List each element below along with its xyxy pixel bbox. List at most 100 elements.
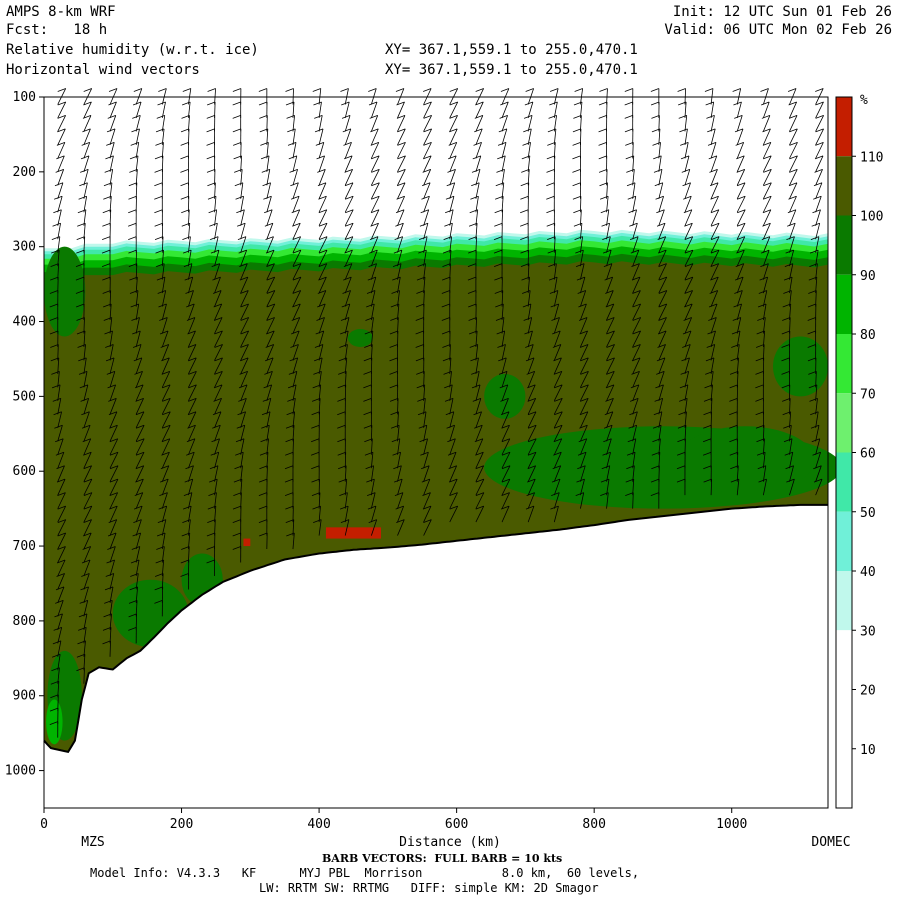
wind-barb	[736, 236, 746, 253]
wind-barb-feather	[784, 263, 793, 267]
wind-barb-feather	[624, 128, 634, 133]
wind-barb	[606, 438, 612, 455]
wind-barb	[57, 115, 66, 132]
colorbar-label: 30	[860, 624, 876, 639]
wind-barb-feather	[161, 384, 171, 389]
wind-barb	[397, 101, 405, 119]
y-tick-label: 400	[13, 315, 36, 330]
wind-barb	[344, 465, 347, 482]
wind-barb-feather	[80, 586, 89, 591]
wind-barb	[240, 155, 242, 172]
wind-barb-feather	[53, 209, 62, 214]
wind-barb-feather	[132, 532, 141, 537]
wind-barb	[57, 559, 66, 577]
wind-barb-feather	[651, 115, 660, 119]
wind-barb	[632, 290, 641, 307]
wind-barb	[762, 250, 770, 267]
wind-barb-feather	[417, 263, 426, 267]
wind-barb-feather	[154, 573, 164, 577]
wind-barb-feather	[449, 492, 458, 497]
wind-barb-feather	[106, 371, 115, 375]
wind-barb-feather	[626, 451, 636, 456]
wind-barb-feather	[807, 344, 816, 348]
wind-barb	[501, 115, 508, 132]
wind-barb-feather	[285, 438, 294, 443]
wind-barb-feather	[109, 492, 118, 497]
wind-barb	[57, 101, 67, 119]
wind-barb	[815, 128, 824, 146]
wind-barb	[292, 533, 295, 550]
wind-barb	[423, 142, 432, 159]
wind-barb-feather	[135, 478, 144, 483]
wind-barb	[57, 640, 62, 657]
wind-barb-feather	[789, 128, 798, 133]
wind-barb-feather	[207, 88, 216, 92]
wind-barb	[266, 290, 276, 307]
wind-barb-feather	[475, 492, 485, 497]
wind-barb	[789, 411, 792, 428]
wind-barb	[449, 478, 458, 496]
wind-barb	[240, 303, 249, 321]
wind-barb-feather	[57, 532, 66, 537]
wind-barb	[370, 101, 378, 119]
wind-barb-feather	[445, 209, 454, 214]
wind-barb-feather	[448, 141, 457, 146]
wind-barb-feather	[292, 276, 302, 281]
wind-barb-feather	[580, 384, 589, 389]
wind-barb-feather	[318, 195, 327, 200]
wind-barb	[57, 196, 63, 213]
physics-info: LW: RRTM SW: RRTMG DIFF: simple KM: 2D S…	[259, 881, 599, 895]
wind-barb-feather	[232, 505, 242, 510]
wind-barb	[580, 88, 584, 105]
wind-barb-feather	[161, 438, 170, 443]
wind-barb-feather	[703, 478, 712, 483]
wind-barb-feather	[468, 236, 477, 241]
wind-barb	[397, 223, 404, 240]
wind-barb-feather	[129, 276, 138, 281]
wind-barb-feather	[134, 384, 144, 389]
wind-barb-feather	[390, 424, 400, 429]
colorbar-label: 10	[860, 743, 876, 758]
wind-barb-feather	[760, 263, 769, 267]
wind-barb	[135, 559, 140, 577]
wind-barb-feather	[83, 88, 92, 92]
wind-barb-feather	[710, 222, 720, 227]
wind-barb	[449, 371, 452, 388]
wind-barb	[684, 357, 690, 375]
wind-barb	[109, 88, 118, 105]
wind-barb-feather	[475, 451, 484, 456]
wind-barb-feather	[736, 182, 746, 187]
wind-barb-feather	[214, 357, 223, 362]
wind-barb	[370, 263, 377, 280]
wind-barb-feather	[128, 626, 137, 631]
wind-barb	[736, 344, 740, 361]
wind-barb	[135, 398, 144, 415]
wind-barb	[815, 101, 824, 119]
wind-barb-feather	[734, 128, 744, 133]
wind-barb-feather	[338, 478, 347, 483]
wind-barb	[109, 573, 115, 590]
wind-barb-feather	[551, 478, 561, 483]
wind-barb	[83, 492, 93, 509]
wind-barb	[135, 452, 145, 469]
wind-barb	[109, 425, 118, 442]
wind-barb	[344, 115, 351, 132]
wind-barb-feather	[109, 505, 118, 510]
wind-barb-feather	[78, 371, 88, 375]
wind-barb	[292, 330, 300, 348]
wind-barb-feather	[789, 155, 798, 160]
wind-barb-feather	[136, 438, 145, 443]
wind-barb-feather	[366, 478, 375, 483]
wind-barb	[553, 88, 559, 105]
wind-barb	[161, 425, 171, 442]
wind-barb-feather	[363, 384, 372, 389]
wind-barb-feather	[781, 371, 790, 375]
wind-barb-feather	[264, 209, 273, 214]
wind-barb-feather	[340, 88, 349, 92]
wind-barb-feather	[370, 128, 379, 133]
wind-barb-feather	[813, 465, 822, 470]
wind-barb	[815, 465, 822, 482]
wind-barb	[57, 519, 67, 536]
wind-barb	[632, 276, 641, 294]
wind-barb-feather	[630, 384, 640, 389]
